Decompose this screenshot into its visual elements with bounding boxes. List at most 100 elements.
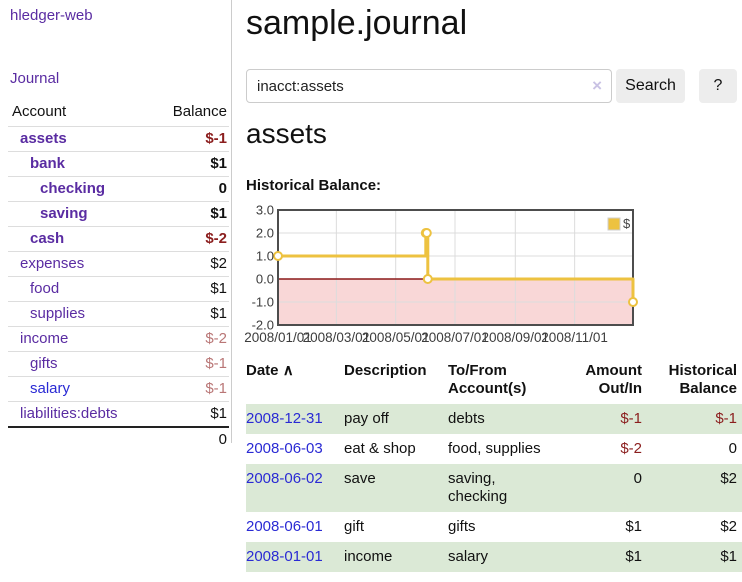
account-row: expenses $2 (8, 251, 229, 277)
transaction-accounts: gifts (448, 518, 476, 535)
transaction-row: 2008-12-31 pay off debts $-1 $-1 (246, 404, 742, 434)
clear-search-icon[interactable]: × (592, 76, 602, 95)
accounts-col-account: Account (8, 100, 152, 127)
transaction-accounts: food, supplies (448, 440, 541, 457)
register-header-row: Date ∧ Description To/From Account(s) Am… (246, 360, 742, 404)
search-button[interactable]: Search (616, 69, 685, 103)
sidebar-divider (231, 0, 232, 443)
transaction-date-link[interactable]: 2008-12-31 (246, 410, 323, 427)
transaction-amount: $-2 (620, 440, 642, 457)
search-form: × (246, 69, 612, 103)
data-point-marker (628, 297, 638, 307)
account-balance: $-1 (151, 126, 229, 152)
brand-link[interactable]: hledger-web (10, 7, 93, 24)
transaction-balance: $2 (720, 518, 737, 535)
account-row: assets $-1 (8, 126, 229, 152)
account-link[interactable]: cash (30, 230, 65, 247)
account-link[interactable]: saving (40, 205, 88, 222)
transaction-date-link[interactable]: 2008-06-01 (246, 518, 323, 535)
accounts-total-row: 0 (8, 426, 229, 452)
data-point-marker (421, 228, 432, 238)
transaction-accounts: saving, checking (448, 470, 508, 505)
svg-text:2008/03/01: 2008/03/01 (303, 330, 371, 345)
account-row: income $-2 (8, 326, 229, 352)
accounts-header-row: Account Balance (8, 100, 229, 127)
account-balance: $-2 (151, 226, 229, 252)
account-link[interactable]: supplies (30, 305, 86, 322)
account-row: gifts $-1 (8, 351, 229, 377)
sidebar-item-journal[interactable]: Journal (10, 70, 60, 87)
register-col-amount: Amount Out/In (585, 362, 642, 397)
register-col-balance: Historical Balance (668, 362, 737, 397)
account-link[interactable]: checking (40, 180, 106, 197)
svg-text:-2.0: -2.0 (252, 318, 274, 333)
account-link[interactable]: bank (30, 155, 66, 172)
transaction-amount: 0 (633, 470, 642, 487)
account-balance: $1 (151, 301, 229, 327)
account-row: saving $1 (8, 201, 229, 227)
accounts-table: Account Balance assets $-1 bank $1 checking 0… (8, 100, 229, 452)
account-balance: $-1 (151, 351, 229, 377)
account-link[interactable]: liabilities:debts (20, 405, 118, 422)
sort-ascending-icon: ∧ (282, 362, 294, 379)
account-balance: $-1 (151, 376, 229, 402)
account-row: salary $-1 (8, 376, 229, 402)
account-balance: $1 (151, 201, 229, 227)
account-balance: $1 (151, 276, 229, 302)
data-point-marker (273, 251, 283, 261)
legend-label: $ (623, 216, 631, 231)
account-row: liabilities:debts $1 (8, 402, 229, 428)
transaction-row: 2008-06-01 gift gifts $1 $2 (246, 512, 742, 542)
transaction-accounts: salary (448, 548, 489, 565)
svg-text:2008/05/01: 2008/05/01 (362, 330, 430, 345)
account-link[interactable]: assets (20, 130, 67, 147)
transaction-amount: $-1 (620, 410, 642, 427)
svg-text:0.0: 0.0 (256, 272, 274, 287)
transaction-amount: $1 (625, 548, 642, 565)
account-row: supplies $1 (8, 301, 229, 327)
search-input[interactable] (246, 69, 612, 103)
svg-text:2008/09/01: 2008/09/01 (482, 330, 550, 345)
account-row: cash $-2 (8, 226, 229, 252)
account-row: food $1 (8, 276, 229, 302)
account-link[interactable]: income (20, 330, 69, 347)
svg-text:2008/07/01: 2008/07/01 (421, 330, 489, 345)
register-col-accounts: To/From Account(s) (448, 362, 527, 397)
transaction-balance: $1 (720, 548, 737, 565)
chart-section-label: Historical Balance: (246, 177, 382, 194)
transaction-description: pay off (344, 410, 389, 427)
transaction-row: 2008-06-03 eat & shop food, supplies $-2 0 (246, 434, 742, 464)
account-balance: $2 (151, 251, 229, 277)
account-link[interactable]: gifts (30, 355, 58, 372)
svg-text:2.0: 2.0 (256, 226, 274, 241)
accounts-total-value: 0 (151, 426, 229, 452)
transaction-balance: 0 (728, 440, 737, 457)
transaction-accounts: debts (448, 410, 485, 427)
svg-text:1.0: 1.0 (256, 249, 274, 264)
account-balance: $1 (210, 405, 227, 422)
legend-swatch (607, 217, 621, 231)
transaction-description: save (344, 470, 376, 487)
svg-text:3.0: 3.0 (256, 203, 274, 218)
register-col-description: Description (344, 362, 427, 379)
transaction-description: income (344, 548, 393, 565)
transaction-date-link[interactable]: 2008-01-01 (246, 548, 323, 565)
transaction-date-link[interactable]: 2008-06-02 (246, 470, 323, 487)
search-help-button[interactable]: ? (699, 69, 737, 103)
page-title: sample.journal (246, 4, 468, 42)
transaction-row: 2008-01-01 income salary $1 $1 (246, 542, 742, 572)
transaction-description: eat & shop (344, 440, 416, 457)
account-row: checking 0 (8, 176, 229, 202)
account-link[interactable]: salary (30, 380, 71, 397)
account-link[interactable]: expenses (20, 255, 85, 272)
transaction-date-link[interactable]: 2008-06-03 (246, 440, 323, 457)
account-row: bank $1 (8, 151, 229, 177)
svg-text:2008/11/01: 2008/11/01 (541, 330, 608, 345)
account-balance: 0 (151, 176, 229, 202)
accounts-col-balance: Balance (151, 100, 229, 127)
svg-text:-1.0: -1.0 (252, 295, 274, 310)
account-link[interactable]: food (30, 280, 60, 297)
register-col-date[interactable]: Date ∧ (246, 362, 294, 379)
transaction-balance: $2 (720, 470, 737, 487)
